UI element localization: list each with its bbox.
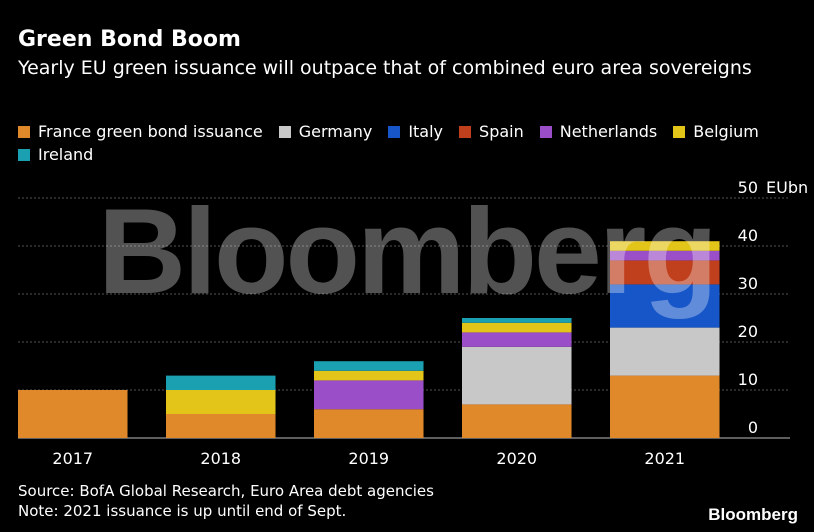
- bar-segment: [610, 375, 720, 438]
- bar-segment: [610, 260, 720, 285]
- legend-swatch: [18, 125, 30, 138]
- footnote: Note: 2021 issuance is up until end of S…: [18, 502, 347, 520]
- legend-item-france-green-bond-issuance: France green bond issuance: [18, 120, 263, 143]
- bar-segment: [314, 409, 424, 438]
- legend-label: Belgium: [693, 122, 759, 141]
- bar-segment: [166, 390, 276, 414]
- x-tick-label: 2021: [644, 449, 685, 468]
- y-tick-label: 20: [738, 322, 758, 341]
- legend-swatch: [459, 125, 472, 138]
- bar-segment: [462, 404, 572, 438]
- x-tick-label: 2018: [200, 449, 241, 468]
- legend-label: Spain: [479, 122, 524, 141]
- bar-segment: [610, 241, 720, 251]
- x-tick-label: 2017: [52, 449, 93, 468]
- y-tick-label: 50: [738, 178, 758, 197]
- x-tick-label: 2019: [348, 449, 389, 468]
- legend-item-italy: Italy: [388, 120, 443, 143]
- legend-item-ireland: Ireland: [18, 143, 93, 166]
- legend-swatch: [539, 125, 552, 138]
- bar-segment: [610, 250, 720, 261]
- legend-swatch: [388, 125, 401, 138]
- y-tick-label: 30: [738, 274, 758, 293]
- y-tick-label: 40: [738, 226, 758, 245]
- bar-segment: [314, 370, 424, 381]
- bar-segment: [166, 414, 276, 438]
- bar-segment: [462, 332, 572, 347]
- y-tick-label: 10: [738, 370, 758, 389]
- legend-item-belgium: Belgium: [673, 120, 759, 143]
- bar-segment: [610, 284, 720, 328]
- bar-segment: [462, 318, 572, 323]
- legend-swatch: [278, 125, 291, 138]
- legend-label: Germany: [298, 122, 373, 141]
- chart-subtitle: Yearly EU green issuance will outpace th…: [18, 57, 752, 79]
- bar-segment: [18, 390, 128, 438]
- bloomberg-logo: Bloomberg: [708, 505, 798, 524]
- bar-segment: [462, 322, 572, 333]
- legend-label: Netherlands: [559, 122, 658, 141]
- chart-title: Green Bond Boom: [18, 27, 241, 52]
- legend-swatch: [18, 148, 30, 161]
- legend: France green bond issuance Germany Italy Sp…: [18, 120, 808, 166]
- bar-segment: [610, 327, 720, 376]
- legend-item-spain: Spain: [459, 120, 524, 143]
- legend-item-netherlands: Netherlands: [539, 120, 658, 143]
- source-note: Source: BofA Global Research, Euro Area …: [18, 482, 434, 500]
- legend-item-germany: Germany: [278, 120, 373, 143]
- legend-label: Italy: [408, 122, 444, 141]
- bar-segment: [462, 346, 572, 405]
- legend-label: France green bond issuance: [38, 122, 263, 141]
- bar-segment: [314, 361, 424, 371]
- bar-segment: [314, 380, 424, 410]
- y-unit-label: EUbn: [766, 178, 808, 197]
- bar-segment: [166, 375, 276, 390]
- legend-label: Ireland: [38, 145, 94, 164]
- footer: Source: BofA Global Research, Euro Area …: [18, 481, 434, 521]
- x-tick-label: 2020: [496, 449, 537, 468]
- legend-swatch: [673, 125, 686, 138]
- y-tick-label: 0: [748, 418, 758, 437]
